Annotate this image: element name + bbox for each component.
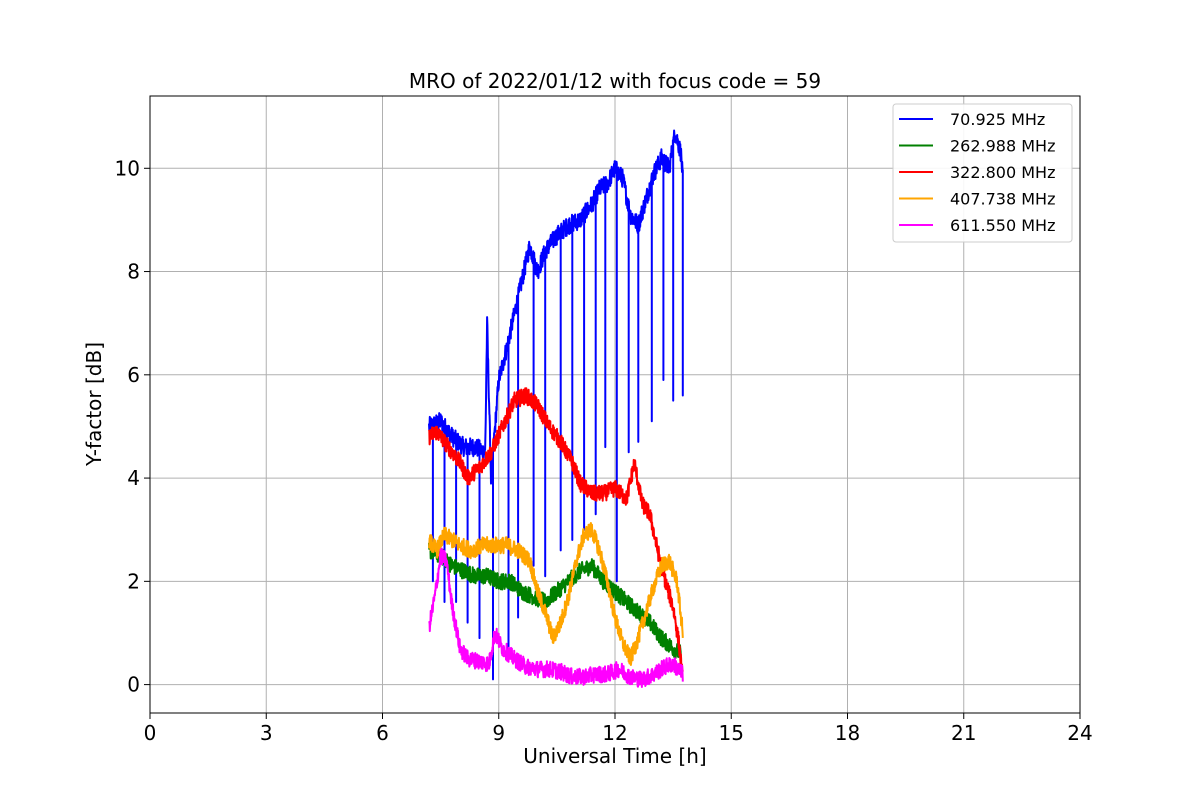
legend-label: 611.550 MHz bbox=[950, 216, 1055, 235]
y-tick-label: 0 bbox=[127, 673, 140, 697]
y-tick-label: 8 bbox=[127, 260, 140, 284]
legend-label: 262.988 MHz bbox=[950, 137, 1055, 156]
y-tick-label: 10 bbox=[115, 156, 140, 180]
x-tick-label: 15 bbox=[719, 721, 744, 745]
legend-box bbox=[892, 103, 1073, 243]
y-tick-label: 2 bbox=[127, 569, 140, 593]
x-tick-label: 0 bbox=[144, 721, 157, 745]
series-line-0 bbox=[428, 129, 684, 681]
y-tick-label: 4 bbox=[127, 466, 140, 490]
series-lines bbox=[428, 129, 684, 688]
legend-label: 407.738 MHz bbox=[950, 190, 1055, 209]
x-tick-label: 9 bbox=[492, 721, 505, 745]
x-tick-label: 24 bbox=[1067, 721, 1092, 745]
y-tick-label: 6 bbox=[127, 363, 140, 387]
y-axis-label: Y-factor [dB] bbox=[82, 342, 106, 467]
series-line-1 bbox=[428, 542, 682, 659]
series-line-4 bbox=[428, 547, 684, 688]
x-tick-label: 12 bbox=[602, 721, 627, 745]
series-line-2 bbox=[428, 387, 684, 677]
x-axis-label: Universal Time [h] bbox=[523, 744, 706, 768]
x-tick-label: 3 bbox=[260, 721, 273, 745]
x-tick-label: 6 bbox=[376, 721, 389, 745]
legend: 70.925 MHz 262.988 MHz 322.800 MHz 407.738 … bbox=[892, 103, 1073, 243]
x-tick-label: 21 bbox=[951, 721, 976, 745]
x-tick-label: 18 bbox=[835, 721, 860, 745]
series-line-3 bbox=[428, 522, 684, 666]
legend-label: 70.925 MHz bbox=[950, 110, 1045, 129]
chart-title: MRO of 2022/01/12 with focus code = 59 bbox=[409, 69, 821, 93]
legend-label: 322.800 MHz bbox=[950, 163, 1055, 182]
